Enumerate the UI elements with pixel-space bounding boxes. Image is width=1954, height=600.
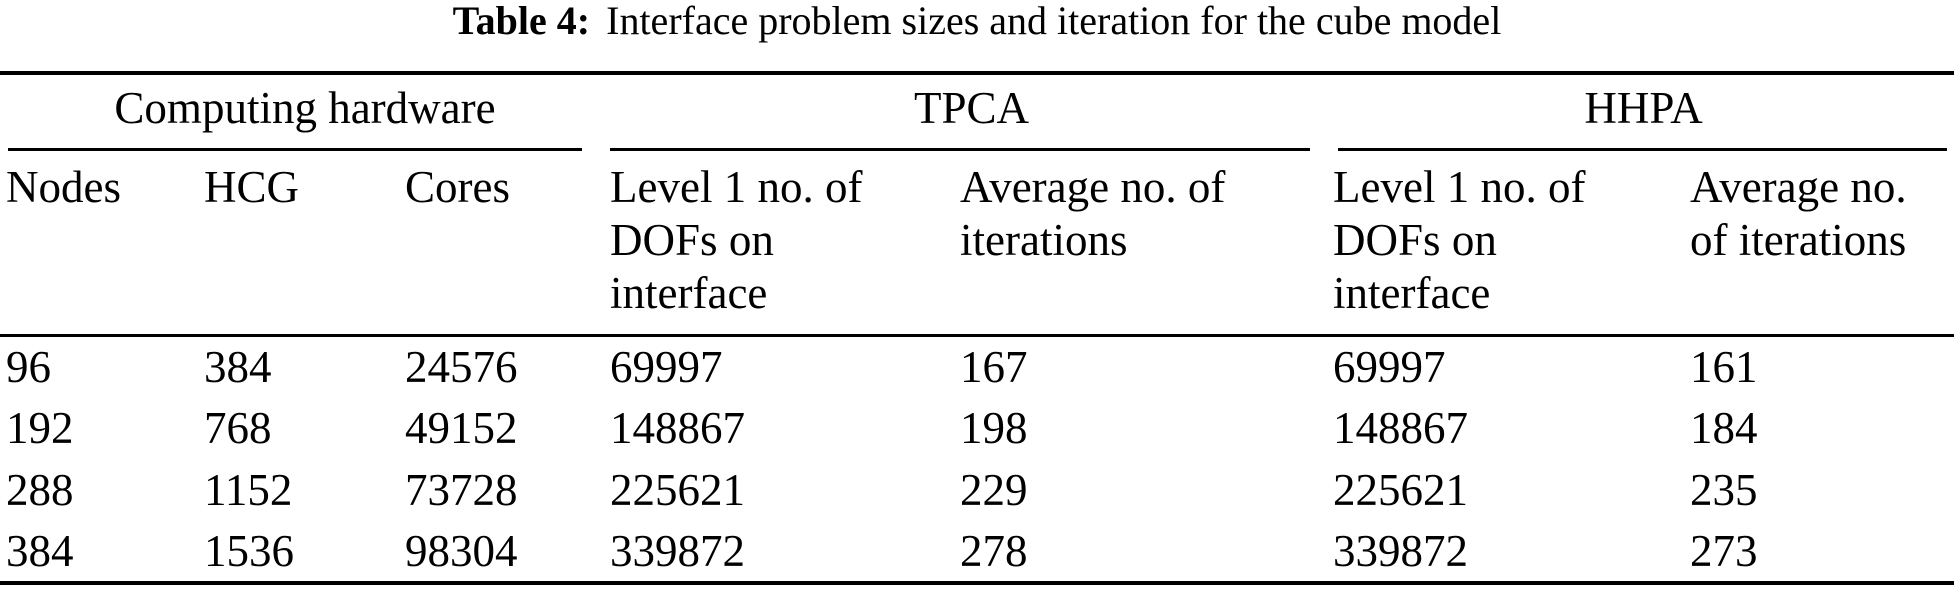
- column-header-hhpa-iterations: Average no. of iterations: [1690, 151, 1954, 337]
- table-cell: 229: [960, 465, 1028, 515]
- table-cell: 278: [960, 526, 1028, 576]
- table-cell: 339872: [610, 526, 746, 576]
- table-cell: 225621: [1333, 465, 1469, 515]
- table-cell: 69997: [1333, 341, 1446, 392]
- table-cell: 235: [1690, 465, 1758, 515]
- column-header-hcg: HCG: [204, 151, 405, 337]
- column-header-tpca-iterations: Average no. of iterations: [960, 151, 1334, 337]
- table-cell: 225621: [610, 465, 746, 515]
- column-header-nodes: Nodes: [0, 151, 204, 337]
- table-cell: 184: [1690, 403, 1758, 453]
- column-header-cores: Cores: [405, 151, 611, 337]
- table-cell: 384: [6, 526, 74, 576]
- table-row: 384 1536 98304 339872 278 339872 273: [0, 521, 1954, 583]
- column-header-row: Nodes HCG Cores Level 1 no. of DOFs on i…: [0, 151, 1954, 337]
- table-cell: 339872: [1333, 526, 1469, 576]
- table-cell: 49152: [405, 403, 518, 453]
- table-cell: 198: [960, 403, 1028, 453]
- table-cell: 273: [1690, 526, 1758, 576]
- group-header-tpca: TPCA: [610, 73, 1333, 151]
- table-cell: 161: [1690, 341, 1758, 392]
- table-cell: 98304: [405, 526, 518, 576]
- table-cell: 288: [6, 465, 74, 515]
- table-cell: 1152: [204, 465, 293, 515]
- table-cell: 768: [204, 403, 272, 453]
- table-caption-label: Table 4:: [452, 0, 591, 43]
- table-caption-text: Interface problem sizes and iteration fo…: [606, 0, 1502, 43]
- group-header-row: Computing hardware TPCA HHPA: [0, 73, 1954, 151]
- table-cell: 96: [6, 341, 51, 392]
- table-cell: 148867: [610, 403, 746, 453]
- table-caption: Table 4: Interface problem sizes and iter…: [0, 0, 1954, 44]
- table-cell: 192: [6, 403, 74, 453]
- data-table: Computing hardware TPCA HHPA Nodes HCG C…: [0, 71, 1954, 585]
- column-header-hhpa-dofs: Level 1 no. of DOFs on interface: [1333, 151, 1691, 337]
- table-row: 192 768 49152 148867 198 148867 184: [0, 397, 1954, 459]
- table-cell: 148867: [1333, 403, 1469, 453]
- table-cell: 24576: [405, 341, 518, 392]
- table-cell: 73728: [405, 465, 518, 515]
- table-cell: 1536: [204, 526, 294, 576]
- table-cell: 167: [960, 341, 1028, 392]
- column-header-tpca-dofs: Level 1 no. of DOFs on interface: [610, 151, 961, 337]
- table-row: 96 384 24576 69997 167 69997 161: [0, 335, 1954, 397]
- table-row: 288 1152 73728 225621 229 225621 235: [0, 459, 1954, 521]
- table-cell: 69997: [610, 341, 723, 392]
- group-header-hhpa: HHPA: [1333, 73, 1954, 151]
- table-cell: 384: [204, 341, 272, 392]
- group-header-computing-hardware: Computing hardware: [0, 73, 610, 151]
